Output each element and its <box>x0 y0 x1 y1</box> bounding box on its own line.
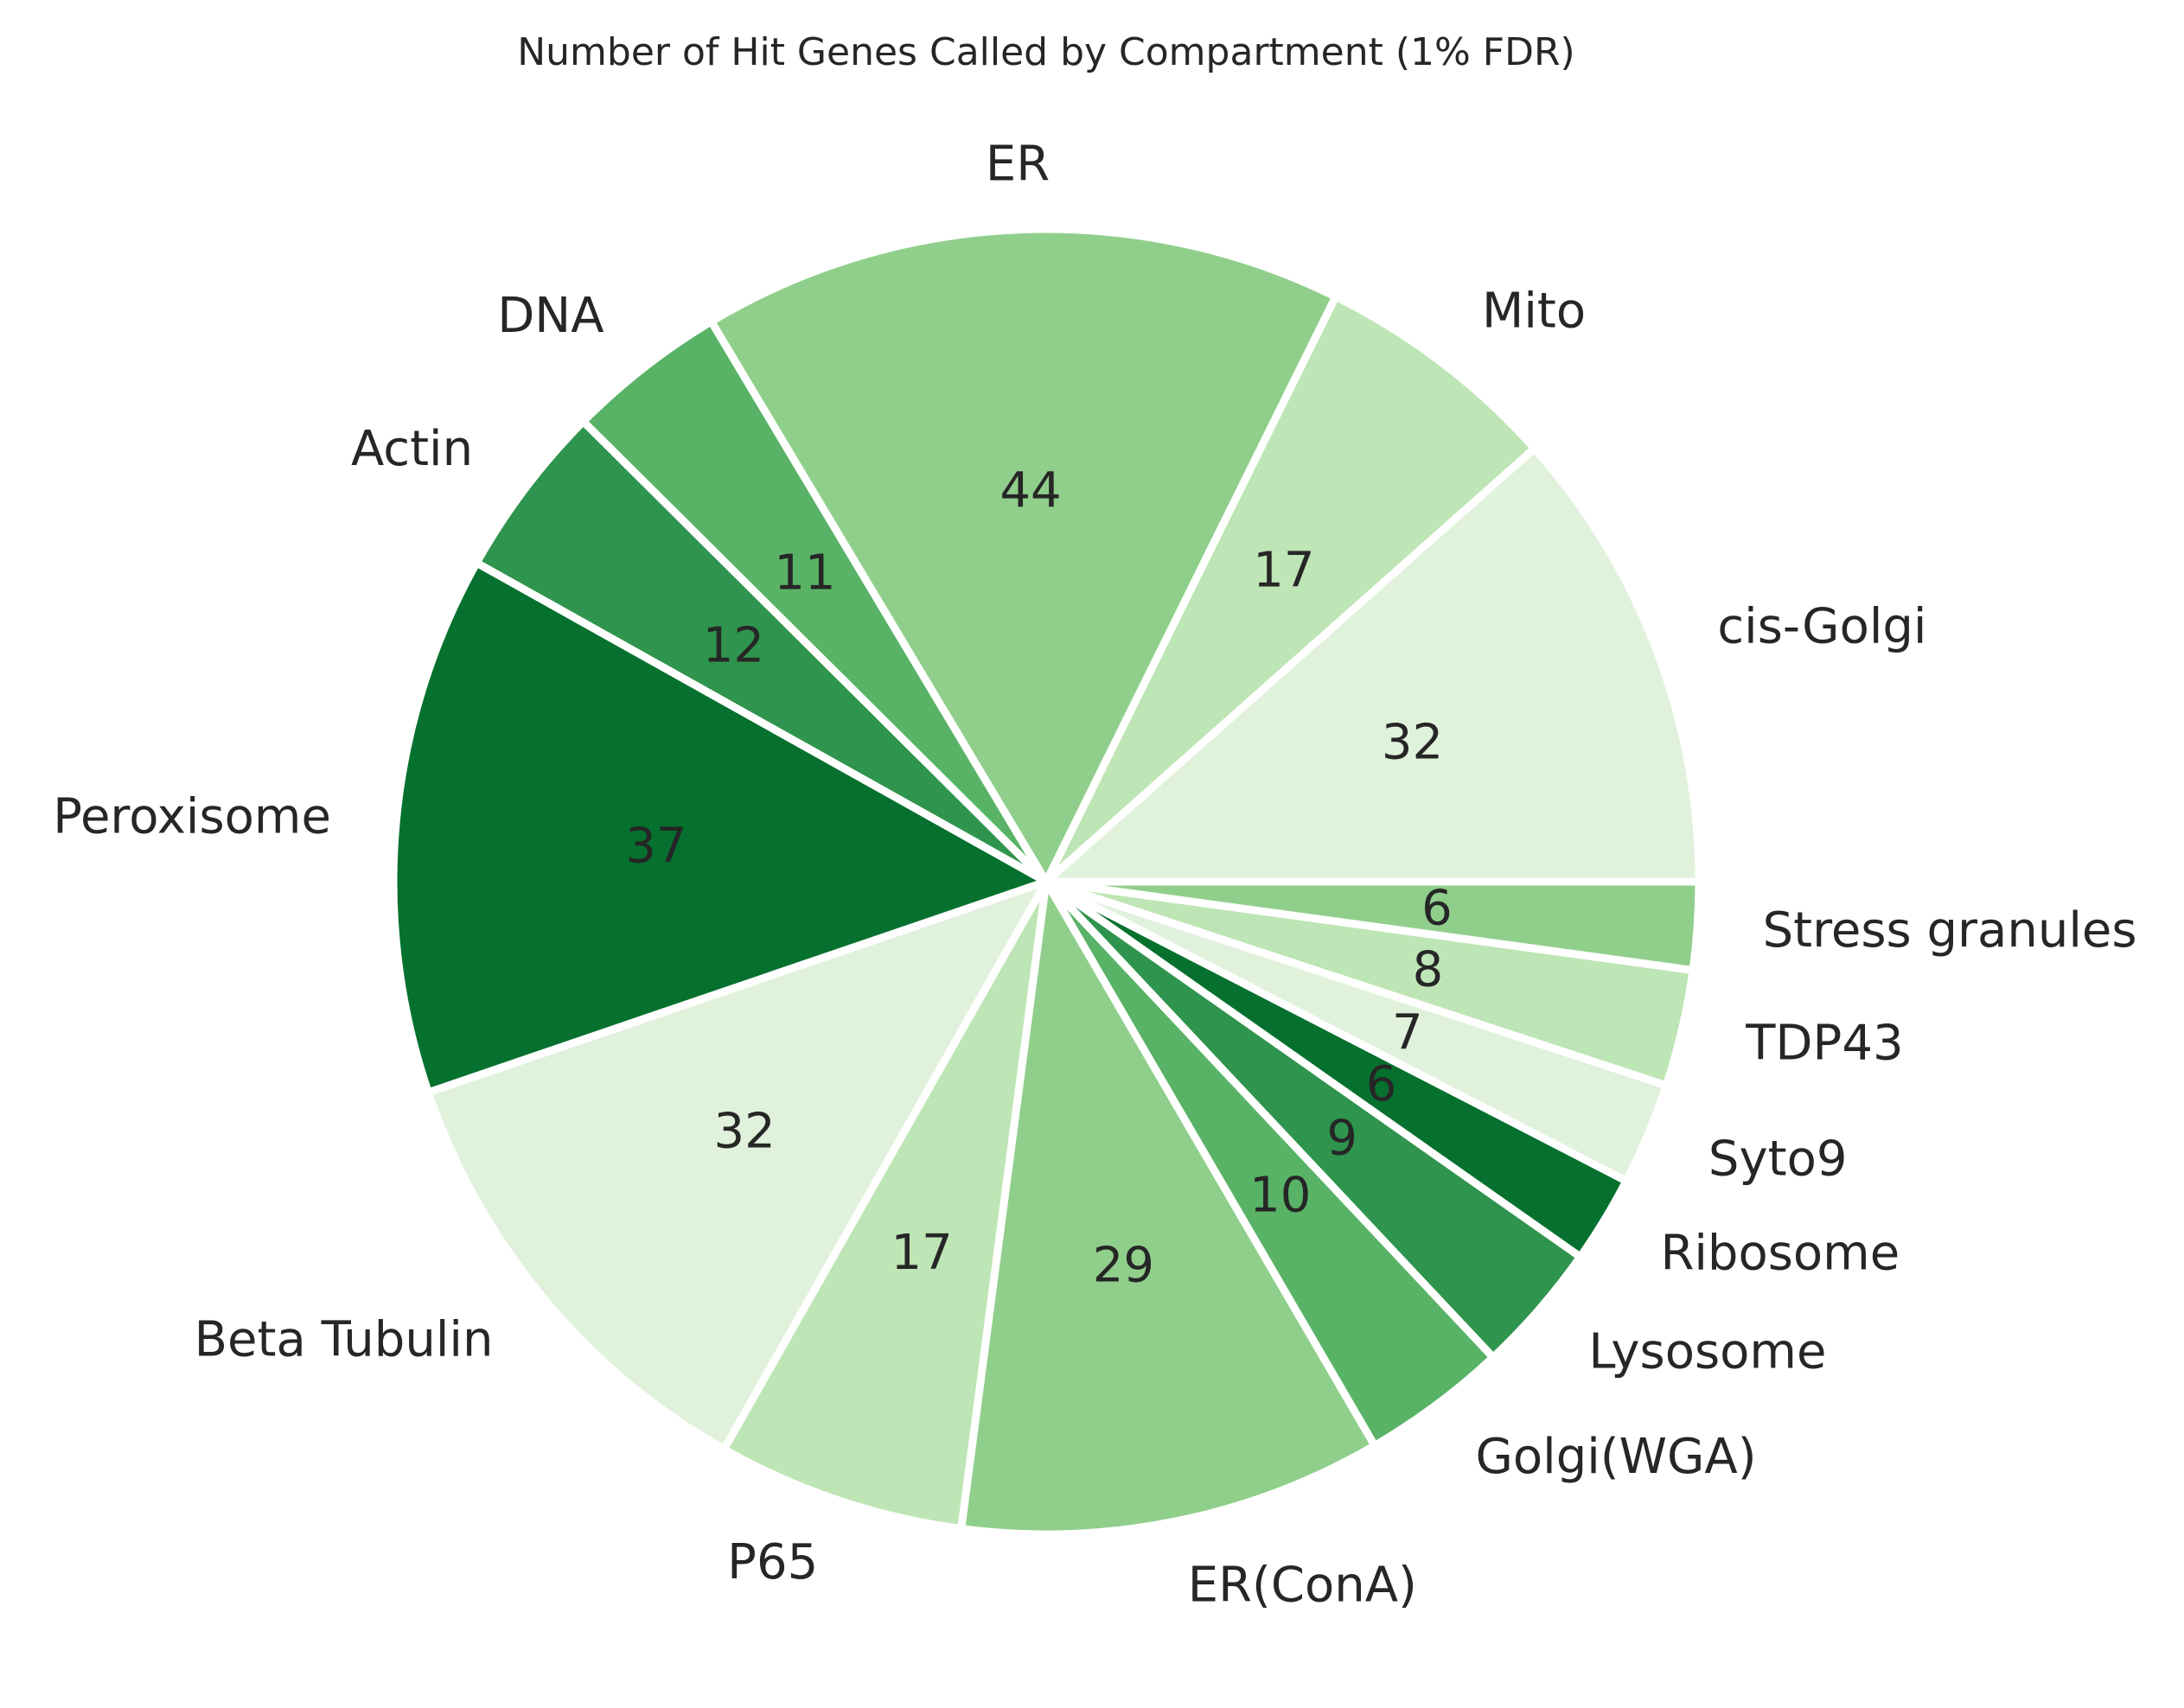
value-label-9: 10 <box>1249 1168 1311 1224</box>
value-label-14: 6 <box>1421 880 1453 936</box>
slice-label-12: Syto9 <box>1708 1131 1848 1188</box>
slice-label-7: P65 <box>727 1534 818 1590</box>
chart-title: Number of Hit Genes Called by Compartmen… <box>517 30 1574 74</box>
slice-label-13: TDP43 <box>1745 1015 1903 1071</box>
value-label-12: 7 <box>1392 1005 1423 1061</box>
pie-slice-2 <box>707 225 1340 886</box>
pie-slice-0 <box>1042 444 1703 886</box>
value-label-10: 9 <box>1326 1110 1357 1166</box>
pie-slice-7 <box>719 877 1050 1533</box>
slice-label-6: Beta Tubulin <box>195 1311 494 1367</box>
value-label-4: 12 <box>703 618 764 674</box>
value-label-11: 6 <box>1366 1056 1397 1112</box>
pie-slice-5 <box>389 558 1050 1097</box>
value-label-2: 44 <box>999 462 1061 519</box>
value-label-8: 29 <box>1093 1238 1154 1294</box>
value-label-1: 17 <box>1253 542 1314 598</box>
value-label-5: 37 <box>625 818 686 874</box>
slice-label-8: ER(ConA) <box>1188 1558 1417 1614</box>
slice-label-11: Ribosome <box>1660 1226 1900 1282</box>
value-label-7: 17 <box>891 1225 952 1281</box>
pie-slice-8 <box>957 877 1379 1539</box>
slice-label-5: Peroxisome <box>53 788 331 844</box>
value-label-0: 32 <box>1382 715 1443 771</box>
slice-label-3: DNA <box>497 288 603 344</box>
value-label-6: 32 <box>714 1103 776 1159</box>
slice-labels: cis-Golgi Mito ER DNA Actin Peroxisome Beta Tu… <box>53 137 2136 1614</box>
slice-label-1: Mito <box>1482 283 1586 339</box>
slice-label-2: ER <box>986 137 1050 193</box>
pie-slice-14 <box>1042 877 1703 974</box>
value-label-3: 11 <box>774 545 835 602</box>
pie-slice-1 <box>1042 292 1539 886</box>
slice-label-14: Stress granules <box>1763 902 2137 959</box>
slice-label-10: Lysosome <box>1588 1324 1826 1380</box>
slice-label-9: Golgi(WGA) <box>1475 1429 1756 1485</box>
slice-label-4: Actin <box>351 421 473 477</box>
value-label-13: 8 <box>1413 941 1444 997</box>
pie-slices <box>389 225 1703 1539</box>
pie-slice-6 <box>424 877 1050 1454</box>
slice-label-0: cis-Golgi <box>1717 599 1926 655</box>
